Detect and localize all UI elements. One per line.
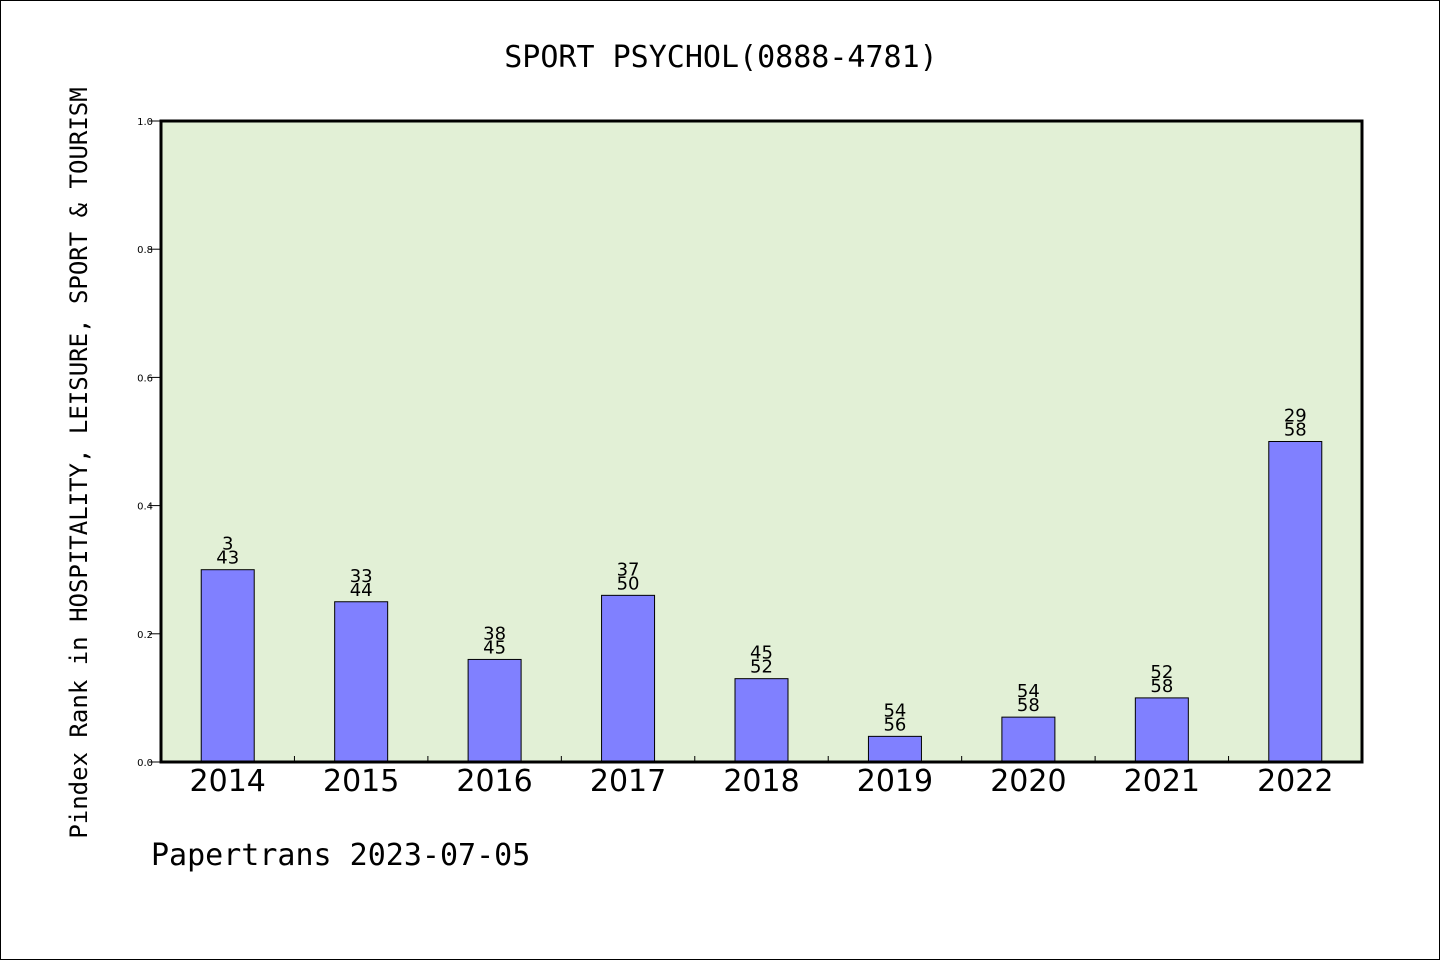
x-tick-label: 2021 [1124,764,1200,799]
bar-label-upper: 29 [1284,406,1307,427]
x-tick-label: 2020 [990,764,1066,799]
y-tick-label: 0.6 [137,373,153,384]
x-tick-label: 2018 [723,764,799,799]
x-tick-label: 2019 [857,764,933,799]
bar-2019 [867,735,922,763]
bar-label-upper: 3 [222,534,233,555]
bar-label-lower: 58 [1017,695,1040,716]
bar-label-lower: 52 [750,657,773,678]
x-axis: 2014 2015 2016 2017 2018 2019 2020 2021 2022 [190,756,1333,799]
x-tick-label: 2017 [590,764,666,799]
bar-label-upper: 33 [350,566,373,587]
bar-2020 [1001,716,1056,763]
x-tick-label: 2016 [456,764,532,799]
bar-label-upper: 52 [1150,662,1173,683]
plot-border [159,119,1364,764]
bar-2021 [1134,697,1189,763]
bar-label-lower: 44 [350,580,373,601]
y-tick-label: 0.4 [137,502,153,513]
bar-2022 [1268,441,1323,763]
bar-2016 [467,658,522,763]
bar-label-upper: 45 [750,643,773,664]
x-tick-label: 2014 [190,764,266,799]
bar-label-lower: 45 [483,637,506,658]
bar-label-lower: 58 [1150,676,1173,697]
bar-label-lower: 56 [883,714,906,735]
bar-label-upper: 37 [617,559,640,580]
y-tick-label: 0.2 [137,630,153,641]
x-tick-label: 2015 [323,764,399,799]
bar-label-upper: 54 [1017,681,1040,702]
y-axis-label: Pindex Rank in HOSPITALITY, LEISURE, SPO… [65,87,93,838]
y-tick-label: 0.8 [137,245,153,256]
x-tick-label: 2022 [1257,764,1333,799]
bar-label-upper: 38 [483,623,506,644]
footer-credit: Papertrans 2023-07-05 [151,838,530,873]
bar-2017 [601,594,656,763]
bar-label-lower: 43 [216,548,239,569]
bar-label-upper: 54 [883,700,906,721]
bar-2018 [734,678,789,763]
bar-label-lower: 58 [1284,420,1307,441]
bar-2015 [334,601,389,763]
bar-label-lower: 50 [617,573,640,594]
y-tick-label: 1.0 [137,117,153,128]
chart-title: SPORT PSYCHOL(0888-4781) [504,40,937,75]
y-tick-label: 0.0 [137,758,153,769]
bar-2014 [200,569,255,763]
y-axis: 0.0 0.2 0.4 0.6 0.8 1.0 [137,117,161,769]
